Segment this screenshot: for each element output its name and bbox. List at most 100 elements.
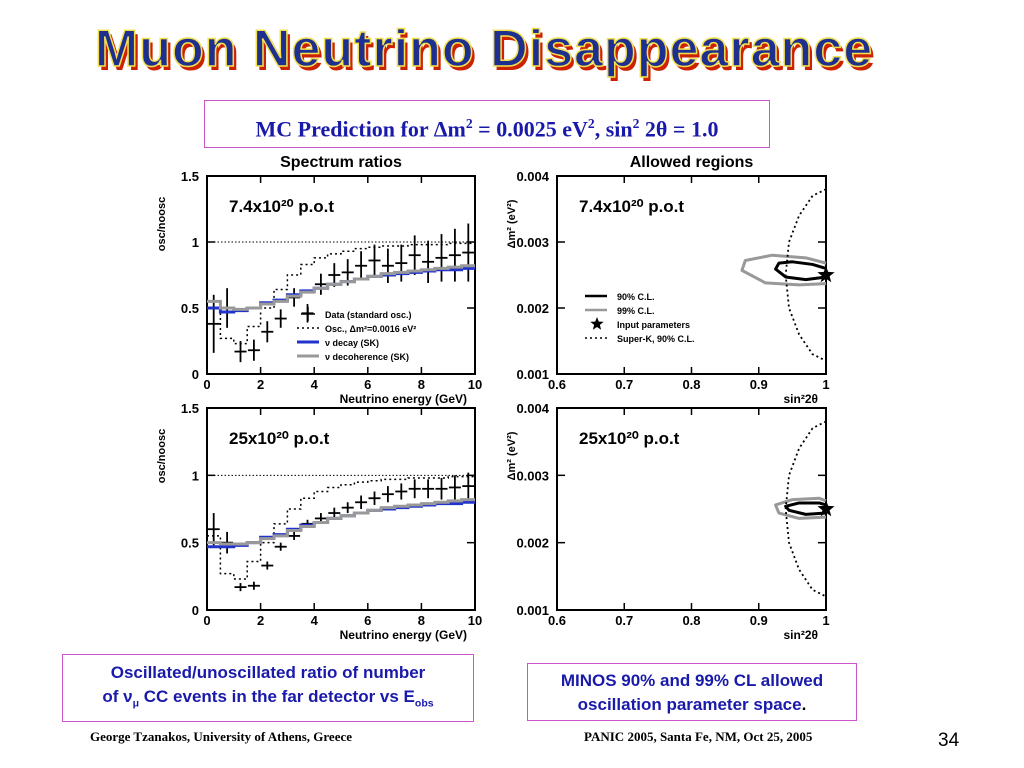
x-tick-label: 0.6 [548, 377, 566, 392]
x-tick-label: 0.9 [750, 613, 768, 628]
chart-title-2: Allowed regions [630, 154, 754, 171]
caption-left-pre: of ν [102, 687, 133, 706]
mc-sq3: 2 [632, 116, 640, 131]
caption-right: MINOS 90% and 99% CL allowed oscillation… [527, 663, 857, 721]
x-tick-label: 0 [203, 377, 210, 392]
page-number: 34 [938, 730, 960, 751]
x-tick-label: 0.8 [682, 377, 700, 392]
y-tick-label: 0 [192, 603, 199, 618]
legend-label: Super-K, 90% C.L. [617, 334, 695, 344]
mc-prediction-box: MC Prediction for Δm2 = 0.0025 eV2, sin2… [204, 100, 770, 148]
caption-right-line2: oscillation parameter space. [528, 693, 856, 717]
caption-left-sub: μ [132, 697, 140, 710]
caption-left: Oscillated/unoscillated ratio of number … [62, 654, 474, 722]
y-tick-label: 0.002 [516, 301, 549, 316]
x-tick-label: 8 [418, 377, 425, 392]
x-tick-label: 2 [257, 377, 264, 392]
x-tick-label: 4 [311, 377, 319, 392]
caption-right-line1: MINOS 90% and 99% CL allowed [560, 671, 824, 690]
x-tick-label: 0.7 [615, 613, 633, 628]
input-parameter-star-2 [817, 266, 835, 283]
x-tick-label: 2 [257, 613, 264, 628]
x-tick-label: 1 [822, 377, 829, 392]
slide-title: Muon Neutrino Disappearance Muon Neutrin… [94, 19, 876, 82]
mc-sq1: 2 [465, 116, 473, 131]
series-line-0-2 [207, 266, 475, 314]
y-tick-label: 0.003 [516, 468, 549, 483]
y-tick-label: 0.5 [181, 536, 199, 551]
caption-left-line2: of νμ CC events in the far detector vs E… [63, 685, 473, 715]
caption-left-sub2: obs [414, 697, 434, 710]
contour-2-0 [774, 260, 827, 282]
caption-right-line2-text: oscillation parameter space [577, 695, 802, 714]
y-tick-label: 1 [192, 235, 199, 250]
series-line-0-3 [207, 264, 475, 311]
x-tick-label: 0 [203, 613, 210, 628]
x-axis-label-0: Neutrino energy (GeV) [340, 392, 467, 406]
chart-title-0: Spectrum ratios [280, 154, 402, 171]
footer-left: George Tzanakos, University of Athens, G… [90, 729, 353, 744]
pot-annotation-0: 7.4x10²⁰ p.o.t [229, 197, 334, 216]
legend-label: Osc., Δm²=0.0016 eV² [325, 324, 416, 334]
x-tick-label: 1 [822, 613, 829, 628]
plot-frame-1 [206, 407, 476, 611]
caption-left-mid: CC events in the far detector vs E [139, 687, 415, 706]
y-tick-label: 0.5 [181, 301, 199, 316]
y-tick-label: 1.5 [181, 169, 199, 184]
legend-label: Input parameters [617, 320, 690, 330]
contour-3-2 [784, 420, 827, 598]
x-tick-label: 0.9 [750, 377, 768, 392]
pot-annotation-1: 25x10²⁰ p.o.t [229, 429, 330, 448]
plot-frame-0 [206, 175, 476, 375]
contour-2-1 [740, 253, 827, 287]
series-line-1-3 [207, 498, 475, 546]
x-tick-label: 0.7 [615, 377, 633, 392]
legend-label: ν decoherence (SK) [325, 352, 409, 362]
mc-eq: = 0.0025 eV [472, 116, 588, 142]
title-shadow: Muon Neutrino Disappearance [98, 24, 876, 82]
caption-right-period: . [801, 695, 807, 714]
pot-annotation-2: 7.4x10²⁰ p.o.t [579, 197, 684, 216]
mc-sq2: 2 [587, 116, 595, 131]
legend-label: 99% C.L. [617, 306, 655, 316]
legend-label: ν decay (SK) [325, 338, 379, 348]
y-axis-label-3: Δm² (eV²) [506, 431, 518, 480]
x-axis-label-3: sin²2θ [784, 628, 819, 642]
contour-2-2 [784, 188, 827, 362]
y-tick-label: 0.004 [516, 169, 549, 184]
x-tick-label: 0.8 [682, 613, 700, 628]
x-tick-label: 4 [311, 613, 319, 628]
input-parameter-star-3 [817, 500, 835, 517]
mc-prefix: MC Prediction for [255, 116, 434, 142]
mc-delta: Δ [433, 116, 448, 142]
x-tick-label: 6 [364, 377, 371, 392]
caption-left-line1: Oscillated/unoscillated ratio of number [110, 663, 426, 682]
x-tick-label: 0.6 [548, 613, 566, 628]
pot-annotation-3: 25x10²⁰ p.o.t [579, 429, 680, 448]
legend-label: 90% C.L. [617, 292, 655, 302]
y-tick-label: 0 [192, 367, 199, 382]
footer-right: PANIC 2005, Santa Fe, NM, Oct 25, 2005 [584, 729, 813, 744]
series-line-1-1 [207, 475, 475, 580]
legend-star [590, 317, 604, 330]
y-tick-label: 0.002 [516, 536, 549, 551]
contour-3-1 [774, 496, 827, 520]
x-tick-label: 10 [468, 377, 482, 392]
y-tick-label: 1.5 [181, 401, 199, 416]
series-line-1-2 [207, 500, 475, 549]
title-main: Muon Neutrino Disappearance [95, 20, 873, 78]
y-tick-label: 0.003 [516, 235, 549, 250]
y-tick-label: 0.001 [516, 367, 549, 382]
mc-theta: 2θ = 1.0 [639, 116, 719, 142]
mc-m: m [447, 116, 466, 142]
y-tick-label: 0.004 [516, 401, 549, 416]
y-axis-label-1: osc/noosc [156, 429, 168, 483]
y-tick-label: 1 [192, 468, 199, 483]
series-line-0-1 [207, 242, 475, 345]
mc-sin: , sin [594, 116, 633, 142]
x-axis-label-2: sin²2θ [784, 392, 819, 406]
contour-3-0 [784, 501, 827, 516]
y-axis-label-0: osc/noosc [156, 197, 168, 251]
